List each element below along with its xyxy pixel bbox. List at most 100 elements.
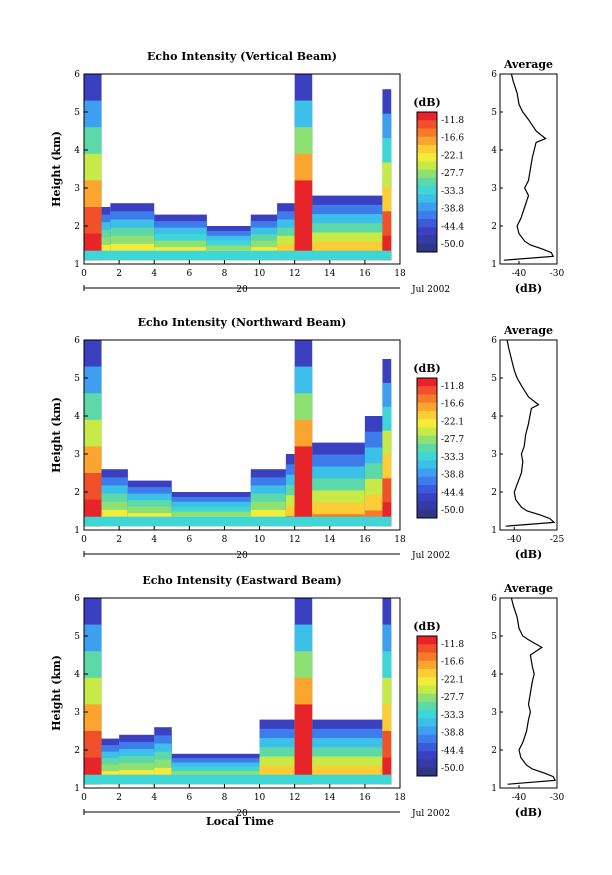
x-tick-label: 18 <box>394 535 406 545</box>
average-frame <box>499 597 558 789</box>
average-x-axis-label: (dB) <box>515 282 542 295</box>
colorbar-label: -33.3 <box>441 453 464 463</box>
average-profile-line <box>503 73 555 261</box>
colorbar-swatch <box>417 227 437 237</box>
y-tick-label: 6 <box>74 70 80 80</box>
colorbar-swatch <box>417 243 437 253</box>
y-tick-label: 3 <box>74 708 80 718</box>
colorbar-label: -11.8 <box>441 640 464 650</box>
average-x-tick-label: -40 <box>512 269 527 279</box>
average-y-tick-label: 5 <box>491 374 497 384</box>
colorbar-swatch <box>417 685 437 695</box>
average-y-tick-label: 1 <box>491 526 497 536</box>
x-tick-label: 8 <box>222 269 228 279</box>
average-x-tick-label: -40 <box>512 793 527 803</box>
colorbar-swatch <box>417 710 437 719</box>
average-x-tick-label: -40 <box>507 535 522 545</box>
colorbar-label: -22.1 <box>441 417 464 427</box>
colorbar-label: -27.7 <box>441 435 464 445</box>
x-tick-label: 16 <box>359 793 371 803</box>
average-x-axis-label: (dB) <box>515 806 542 819</box>
chart-title: Echo Intensity (Vertical Beam) <box>147 50 337 63</box>
x-tick-label: 6 <box>186 535 192 545</box>
colorbar-swatch <box>417 677 437 686</box>
x-tick-label: 18 <box>394 793 406 803</box>
date-day-label: 20 <box>236 285 248 295</box>
average-x-tick-label: -30 <box>550 269 565 279</box>
average-x-axis-label: (dB) <box>515 548 542 561</box>
average-y-tick-label: 1 <box>491 260 497 270</box>
colorbar-swatch <box>417 144 437 154</box>
average-y-tick-label: 1 <box>491 784 497 794</box>
echo-cell <box>382 757 392 785</box>
x-tick-label: 12 <box>289 269 300 279</box>
colorbar-label: -44.4 <box>441 488 464 498</box>
colorbar-label: -38.8 <box>441 729 464 739</box>
x-tick-label: 2 <box>116 269 122 279</box>
colorbar-swatch <box>417 161 437 171</box>
x-tick-label: 4 <box>151 535 157 545</box>
y-tick-label: 1 <box>74 784 80 794</box>
colorbar-label: -16.6 <box>441 400 464 410</box>
y-tick-label: 2 <box>74 222 80 232</box>
colorbar-swatch <box>417 186 437 195</box>
average-y-tick-label: 6 <box>491 70 497 80</box>
colorbar-label: -38.8 <box>441 471 464 481</box>
average-y-tick-label: 2 <box>491 488 497 498</box>
colorbar-swatch <box>417 386 437 395</box>
date-month-label: Jul 2002 <box>411 551 450 561</box>
date-day-label: 20 <box>236 809 248 819</box>
x-tick-label: 6 <box>186 793 192 803</box>
x-tick-label: 8 <box>222 793 228 803</box>
colorbar-swatch <box>417 452 437 461</box>
colorbar-swatch <box>417 128 437 138</box>
plot-frame <box>83 73 401 265</box>
y-axis-label: Height (km) <box>50 655 63 731</box>
colorbar-swatch <box>417 419 437 428</box>
y-tick-label: 2 <box>74 488 80 498</box>
colorbar-swatch <box>417 410 437 420</box>
colorbar-swatch <box>417 427 437 437</box>
colorbar-swatch <box>417 767 437 777</box>
date-day-label: 20 <box>236 551 248 561</box>
y-tick-label: 6 <box>74 336 80 346</box>
echo-cell <box>382 235 392 261</box>
colorbar-swatch <box>417 194 437 204</box>
colorbar-swatch <box>417 378 437 387</box>
colorbar-swatch <box>417 136 437 146</box>
colorbar-swatch <box>417 693 437 703</box>
x-tick-label: 12 <box>289 535 300 545</box>
average-y-tick-label: 3 <box>491 450 497 460</box>
colorbar-swatch <box>417 652 437 662</box>
average-y-tick-label: 6 <box>491 336 497 346</box>
colorbar-swatch <box>417 476 437 486</box>
average-frame <box>499 339 558 531</box>
y-axis-label: Height (km) <box>50 131 63 207</box>
colorbar-label: -16.6 <box>441 658 464 668</box>
colorbar-unit: (dB) <box>413 620 440 633</box>
chart-title: Echo Intensity (Northward Beam) <box>138 316 347 329</box>
average-y-tick-label: 3 <box>491 184 497 194</box>
x-tick-label: 0 <box>81 269 87 279</box>
y-tick-label: 1 <box>74 526 80 536</box>
colorbar-swatch <box>417 751 437 761</box>
colorbar-swatch <box>417 660 437 670</box>
x-tick-label: 0 <box>81 793 87 803</box>
average-y-tick-label: 6 <box>491 594 497 604</box>
date-month-label: Jul 2002 <box>411 285 450 295</box>
x-tick-label: 0 <box>81 535 87 545</box>
y-tick-label: 5 <box>74 108 80 118</box>
colorbar-swatch <box>417 743 437 752</box>
y-tick-label: 1 <box>74 260 80 270</box>
chart-title: Echo Intensity (Eastward Beam) <box>142 574 341 587</box>
colorbar-swatch <box>417 169 437 179</box>
x-tick-label: 6 <box>186 269 192 279</box>
y-axis-label: Height (km) <box>50 397 63 473</box>
colorbar-swatch <box>417 726 437 736</box>
colorbar-label: -50.0 <box>441 506 464 516</box>
x-axis-label-local-time: Local Time <box>206 815 274 828</box>
colorbar-swatch <box>417 493 437 503</box>
colorbar-swatch <box>417 718 437 728</box>
average-y-tick-label: 4 <box>491 670 497 680</box>
colorbar-swatch <box>417 177 437 187</box>
